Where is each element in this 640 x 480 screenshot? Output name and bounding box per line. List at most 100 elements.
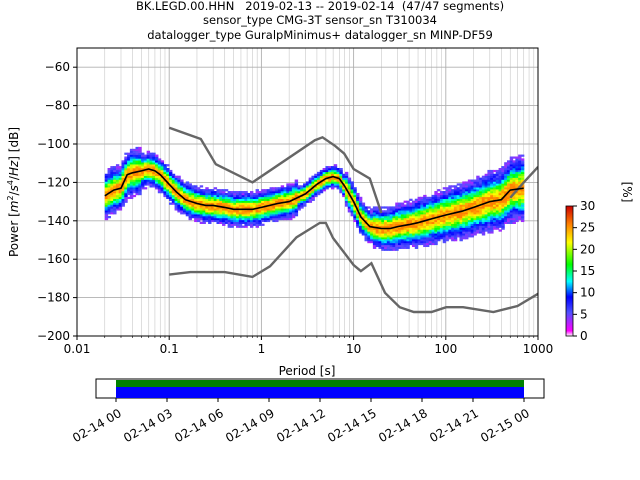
heatmap-cell bbox=[205, 191, 209, 194]
heatmap-cell bbox=[403, 210, 408, 213]
heatmap-cell bbox=[512, 196, 516, 200]
heatmap-cell bbox=[445, 210, 449, 213]
heatmap-cell bbox=[124, 189, 128, 192]
heatmap-cell bbox=[406, 200, 410, 203]
timeline-tick-label: 02-14 18 bbox=[376, 406, 430, 445]
heatmap-cell bbox=[462, 212, 466, 215]
heatmap-cell bbox=[210, 214, 215, 217]
heatmap-cell bbox=[356, 200, 360, 203]
heatmap-cell bbox=[127, 164, 131, 167]
heatmap-cell bbox=[210, 206, 215, 209]
heatmap-cell bbox=[308, 185, 313, 188]
heatmap-cell bbox=[129, 191, 134, 194]
heatmap-cell bbox=[448, 214, 452, 217]
y-axis-label: Power [m2/s4/Hz] [dB] bbox=[6, 127, 21, 257]
heatmap-cell bbox=[138, 164, 142, 167]
heatmap-cell bbox=[261, 216, 265, 219]
heatmap-cell bbox=[138, 154, 142, 157]
heatmap-cell bbox=[115, 181, 120, 184]
heatmap-cell bbox=[417, 223, 421, 226]
heatmap-cell bbox=[411, 244, 416, 248]
heatmap-cell bbox=[406, 233, 410, 236]
heatmap-cell bbox=[132, 187, 137, 190]
heatmap-cell bbox=[236, 225, 240, 228]
heatmap-cell bbox=[398, 217, 402, 221]
heatmap-cell bbox=[423, 202, 427, 205]
heatmap-cell bbox=[423, 198, 427, 201]
heatmap-cell bbox=[414, 231, 419, 234]
heatmap-cell bbox=[160, 179, 165, 182]
heatmap-cell bbox=[146, 183, 151, 186]
heatmap-cell bbox=[473, 196, 477, 200]
heatmap-cell bbox=[406, 210, 410, 213]
heatmap-cell bbox=[506, 185, 511, 188]
heatmap-cell bbox=[333, 185, 338, 188]
heatmap-cell bbox=[420, 202, 424, 205]
heatmap-cell bbox=[168, 192, 173, 196]
heatmap-cell bbox=[506, 166, 511, 169]
heatmap-cell bbox=[356, 194, 360, 198]
heatmap-cell bbox=[409, 242, 413, 246]
heatmap-cell bbox=[333, 173, 338, 176]
heatmap-cell bbox=[330, 187, 335, 190]
heatmap-cell bbox=[110, 192, 114, 196]
heatmap-cell bbox=[518, 194, 522, 198]
heatmap-cell bbox=[518, 196, 522, 200]
heatmap-cell bbox=[269, 216, 273, 219]
heatmap-cell bbox=[124, 158, 128, 161]
heatmap-cell bbox=[398, 219, 402, 223]
heatmap-cell bbox=[294, 181, 299, 184]
heatmap-cell bbox=[180, 181, 184, 184]
heatmap-cell bbox=[400, 231, 405, 234]
heatmap-cell bbox=[146, 158, 151, 161]
heatmap-cell bbox=[336, 181, 340, 184]
heatmap-cell bbox=[467, 189, 472, 192]
heatmap-cell bbox=[149, 156, 153, 159]
heatmap-cell bbox=[325, 169, 329, 173]
heatmap-cell bbox=[515, 208, 519, 211]
heatmap-cell bbox=[479, 198, 483, 201]
heatmap-cell bbox=[202, 200, 206, 203]
heatmap-cell bbox=[121, 177, 125, 180]
heatmap-cell bbox=[322, 187, 327, 190]
heatmap-cell bbox=[113, 171, 117, 175]
heatmap-cell bbox=[428, 206, 433, 209]
heatmap-cell bbox=[191, 198, 195, 201]
heatmap-cell bbox=[236, 192, 240, 196]
heatmap-cell bbox=[512, 216, 516, 219]
heatmap-cell bbox=[258, 208, 262, 211]
heatmap-cell bbox=[286, 214, 290, 217]
heatmap-cell bbox=[311, 179, 315, 182]
heatmap-cell bbox=[208, 196, 212, 200]
heatmap-cell bbox=[247, 200, 251, 203]
heatmap-cell bbox=[518, 164, 522, 167]
heatmap-cell bbox=[263, 206, 268, 209]
heatmap-cell bbox=[490, 169, 494, 173]
heatmap-cell bbox=[495, 225, 500, 228]
heatmap-cell bbox=[180, 191, 184, 194]
heatmap-cell bbox=[333, 164, 338, 167]
heatmap-cell bbox=[261, 202, 265, 205]
heatmap-cell bbox=[375, 206, 380, 209]
heatmap-cell bbox=[381, 225, 385, 228]
heatmap-cell bbox=[166, 189, 170, 192]
heatmap-cell bbox=[115, 175, 120, 178]
heatmap-cell bbox=[344, 177, 349, 180]
heatmap-cell bbox=[398, 246, 402, 249]
heatmap-cell bbox=[361, 204, 366, 207]
heatmap-cell bbox=[459, 191, 463, 194]
heatmap-cell bbox=[370, 216, 374, 219]
heatmap-cell bbox=[269, 217, 273, 221]
heatmap-cell bbox=[286, 191, 290, 194]
heatmap-cell bbox=[157, 160, 162, 163]
heatmap-cell bbox=[163, 187, 167, 190]
heatmap-cell bbox=[303, 200, 307, 203]
heatmap-cell bbox=[115, 168, 120, 171]
heatmap-cell bbox=[495, 227, 500, 230]
heatmap-cell bbox=[124, 196, 128, 200]
heatmap-cell bbox=[110, 200, 114, 203]
heatmap-cell bbox=[459, 208, 463, 211]
heatmap-cell bbox=[104, 214, 109, 217]
heatmap-cell bbox=[462, 187, 466, 190]
heatmap-cell bbox=[146, 181, 151, 184]
